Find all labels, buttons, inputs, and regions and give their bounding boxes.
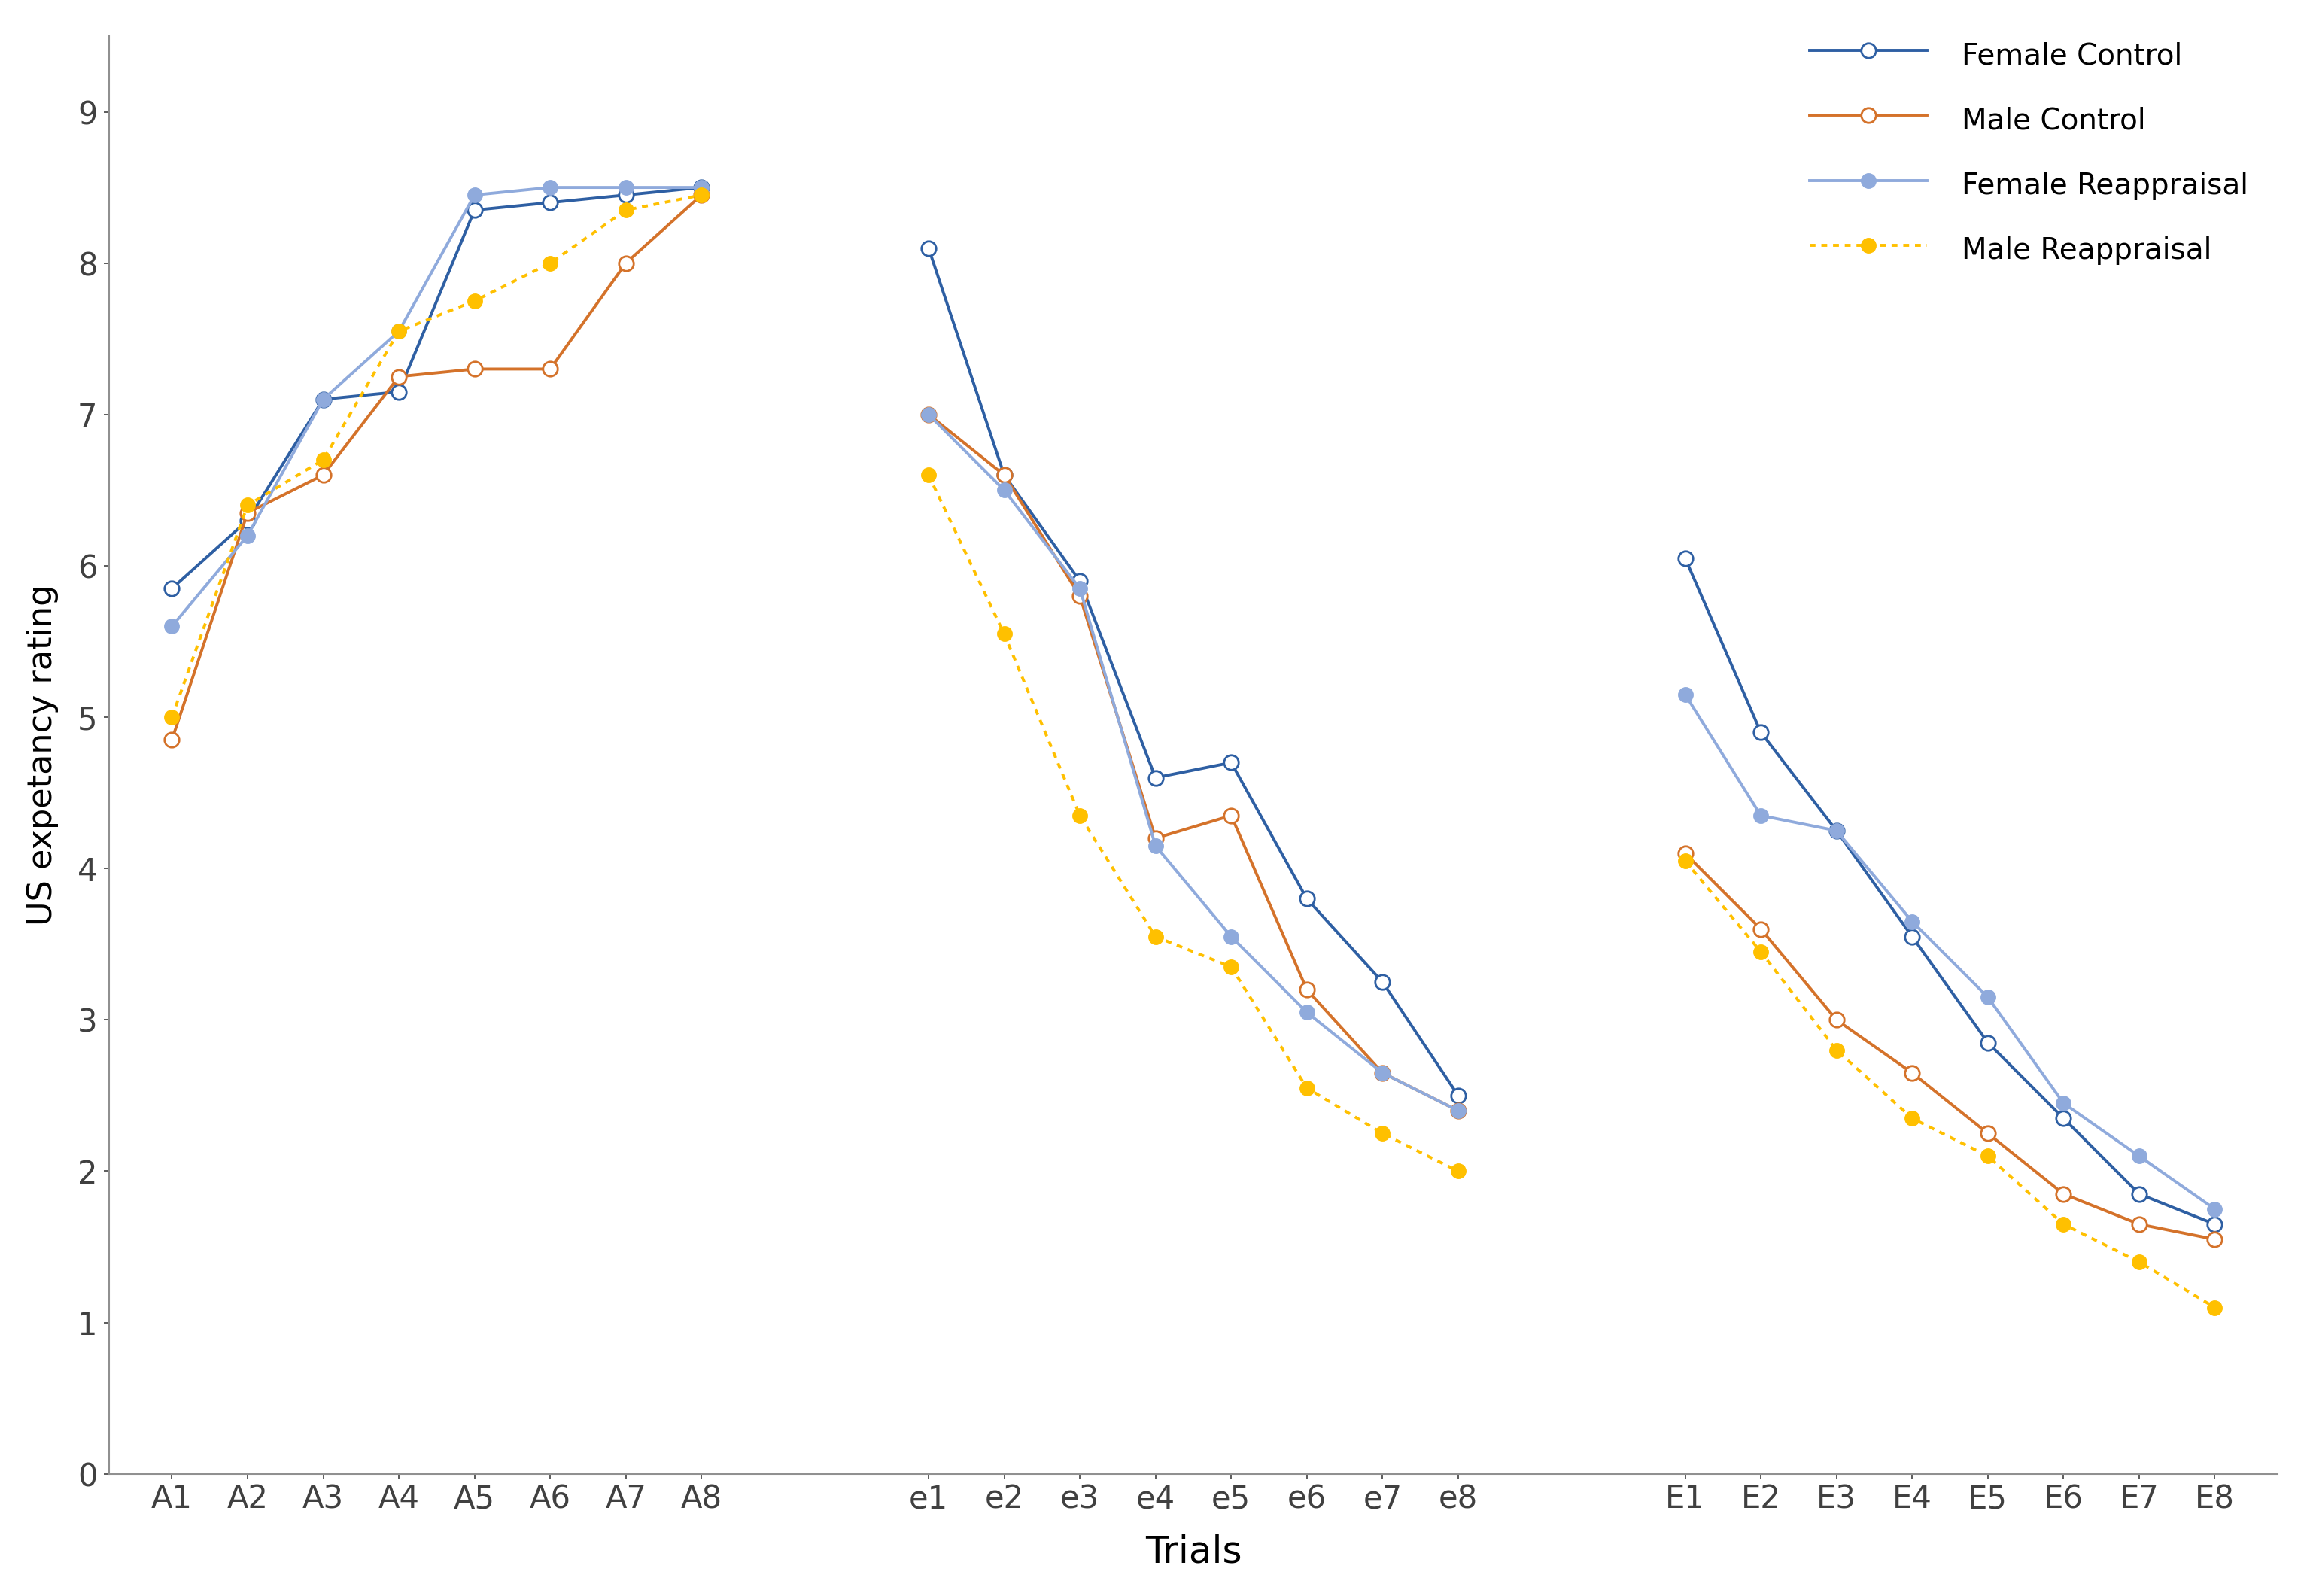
X-axis label: Trials: Trials (1145, 1534, 1242, 1570)
Y-axis label: US expetancy rating: US expetancy rating (25, 584, 58, 926)
Legend: Female Control, Male Control, Female Reappraisal, Male Reappraisal: Female Control, Male Control, Female Rea… (1795, 22, 2263, 282)
